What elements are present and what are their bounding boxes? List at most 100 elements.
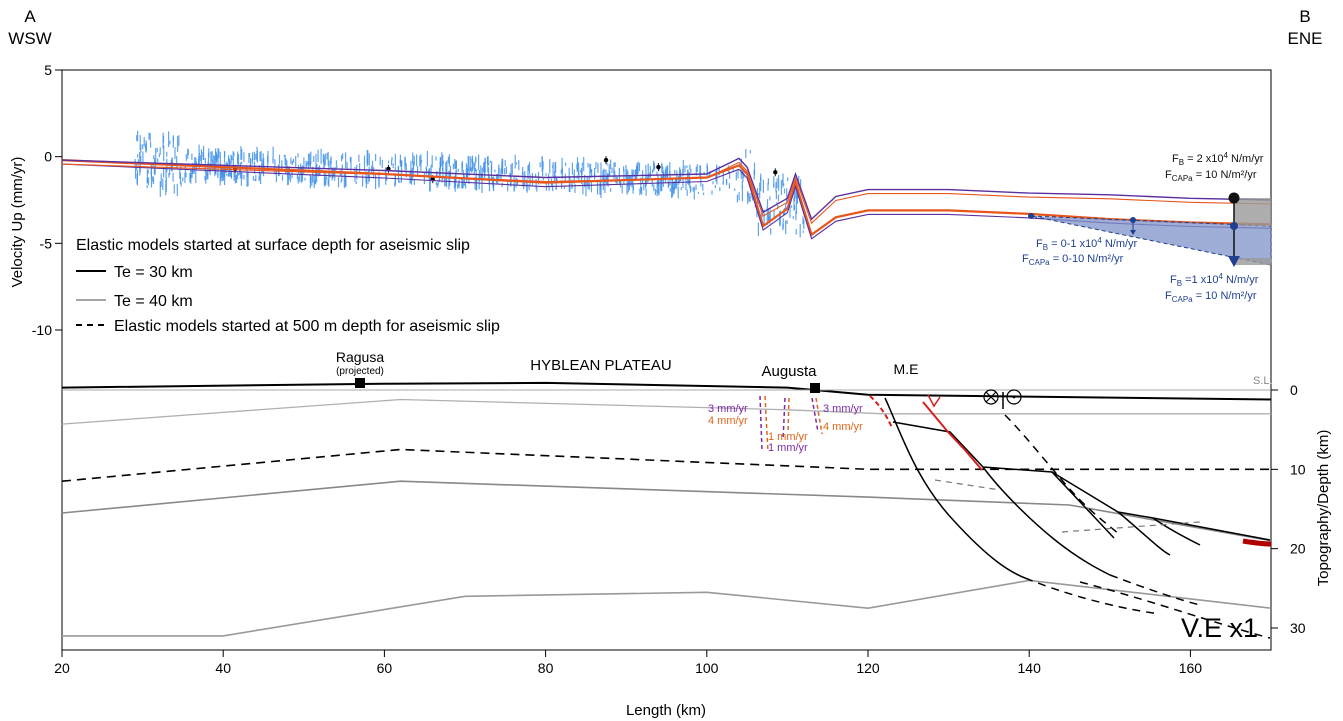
- fault-main-5: [1117, 511, 1171, 556]
- gnss-point: [426, 150, 428, 167]
- gnss-point: [301, 173, 303, 182]
- gnss-point: [429, 167, 431, 175]
- gnss-point: [219, 151, 221, 166]
- gnss-point: [509, 172, 511, 178]
- gnss-point: [314, 169, 317, 185]
- gnss-point: [176, 183, 178, 196]
- gnss-point: [163, 145, 165, 162]
- gnss-point: [200, 149, 202, 165]
- plateau-label: HYBLEAN PLATEAU: [530, 357, 671, 374]
- y-axis-label-velocity: Velocity Up (mm/yr): [9, 157, 26, 288]
- gnss-point: [391, 156, 393, 161]
- gnss-point: [287, 176, 289, 185]
- node-top: [1228, 192, 1240, 204]
- gnss-point: [510, 164, 512, 176]
- gnss-point: [204, 176, 206, 181]
- gnss-point: [241, 161, 243, 165]
- gnss-point: [552, 183, 554, 192]
- gnss-point: [600, 183, 602, 198]
- gnss-point: [579, 170, 582, 173]
- gnss-point: [149, 132, 151, 141]
- gnss-point: [549, 159, 551, 174]
- gnss-point: [675, 179, 677, 188]
- model-line-variant-2: [61, 161, 1272, 225]
- gnss-point: [371, 165, 373, 173]
- gnss-point: [331, 167, 333, 181]
- fault-main-4: [1051, 471, 1271, 541]
- gnss-point: [606, 163, 608, 166]
- gnss-point: [610, 188, 612, 192]
- augusta-label: Augusta: [761, 363, 817, 380]
- gnss-point: [686, 189, 688, 196]
- gnss-point: [221, 168, 223, 182]
- gnss-point: [152, 176, 154, 182]
- gnss-point: [475, 169, 477, 183]
- gnss-point: [255, 153, 257, 160]
- gnss-point: [420, 160, 422, 171]
- fault-grey-dashed-1: [934, 479, 1001, 491]
- gnss-point: [625, 164, 627, 179]
- gnss-point: [261, 170, 263, 174]
- gnss-point: [180, 182, 182, 187]
- gnss-point: [468, 166, 470, 176]
- axis-ticks: 20 40 60 80 100 120 140 160 5 0 -5 -10 0 10 20 30: [32, 62, 1306, 676]
- gnss-point: [168, 173, 170, 178]
- gnss-point: [581, 168, 583, 184]
- gnss-point: [441, 152, 443, 167]
- augusta-marker: [810, 383, 820, 393]
- gnss-point: [802, 216, 804, 225]
- gnss-point: [176, 156, 178, 168]
- gnss-point: [213, 154, 215, 171]
- gnss-point: [147, 169, 149, 174]
- gnss-point: [220, 173, 222, 182]
- gnss-point: [162, 136, 165, 143]
- gnss-point: [585, 182, 587, 197]
- gnss-point: [154, 165, 156, 176]
- gnss-point: [366, 158, 368, 167]
- gnss-point: [614, 171, 616, 177]
- gnss-point: [190, 169, 192, 184]
- gnss-point: [793, 197, 795, 211]
- gnss-point: [773, 209, 775, 218]
- gnss-point: [233, 167, 235, 181]
- gnss-point: [165, 177, 167, 192]
- gnss-point: [337, 176, 340, 188]
- fault-main-3-dashed: [1109, 574, 1201, 606]
- gnss-point: [599, 186, 601, 195]
- gnss-point: [237, 154, 240, 166]
- gnss-point: [484, 158, 486, 173]
- gnss-point: [427, 169, 430, 178]
- fault-red-arrow: [927, 394, 941, 408]
- gnss-point: [155, 148, 157, 163]
- gnss-point: [631, 173, 633, 183]
- fcapa-top-label: FCAPa = 10 N/m²/yr: [1165, 169, 1257, 183]
- gnss-point: [766, 211, 768, 225]
- gnss-point: [783, 188, 786, 194]
- gnss-point: [392, 163, 394, 168]
- fault-main-3: [982, 466, 1111, 576]
- gnss-point: [251, 158, 254, 165]
- gnss-point: [636, 165, 638, 181]
- fb-top-label: FB = 2 x104 N/m/yr: [1172, 151, 1264, 167]
- gnss-point: [680, 187, 682, 191]
- gnss-point: [588, 176, 590, 191]
- gnss-point: [561, 157, 563, 173]
- gnss-point: [462, 180, 464, 189]
- gnss-point: [470, 156, 472, 171]
- into-page-icon: [983, 389, 999, 405]
- gnss-point: [737, 169, 739, 179]
- gnss-point: [226, 173, 228, 176]
- gnss-point: [179, 169, 181, 179]
- gnss-point: [697, 191, 700, 194]
- gnss-point: [653, 184, 655, 191]
- gnss-point: [515, 177, 517, 188]
- gnss-point: [768, 215, 770, 221]
- gnss-point: [278, 154, 281, 165]
- gnss-point: [576, 157, 579, 171]
- gnss-point: [246, 173, 248, 187]
- gnss-point: [747, 192, 749, 205]
- grey-wedge-top: [1234, 198, 1271, 226]
- fault-main-1-dashed: [1024, 577, 1161, 615]
- gnss-point: [325, 173, 327, 185]
- gnss-point: [222, 169, 224, 178]
